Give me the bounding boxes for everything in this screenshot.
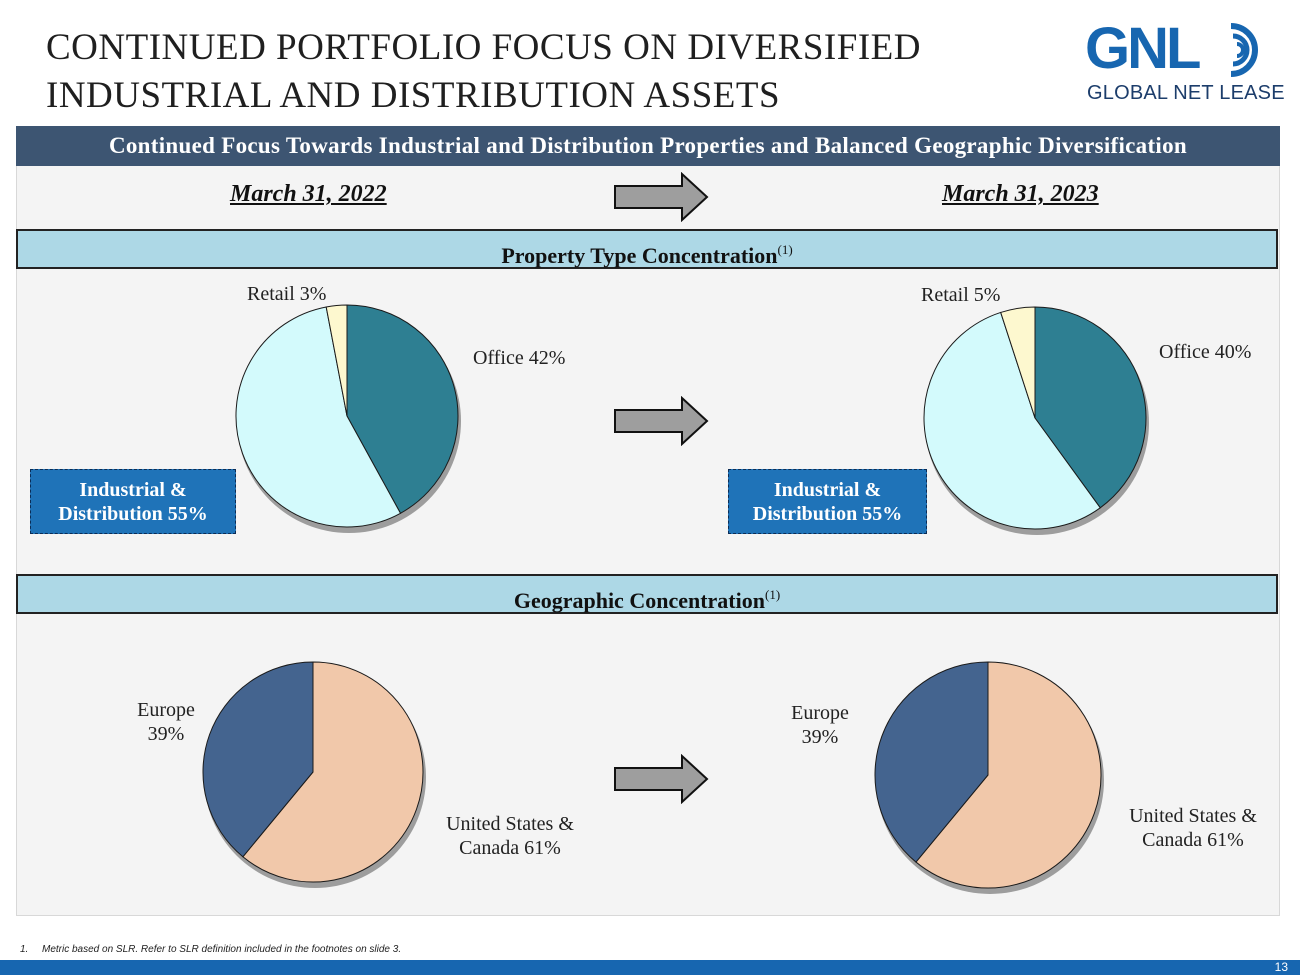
pie-slice-industrial-distribution-property-2022 [235, 306, 402, 528]
pie-slice-europe-geographic-2022 [202, 661, 314, 858]
label-us-canada-2022-line-2: Canada 61% [459, 837, 561, 859]
label-us-canada-2022: United States & Canada 61% [430, 812, 590, 860]
section-bar-property-type: Property Type Concentration(1) [16, 229, 1278, 269]
header-banner: Continued Focus Towards Industrial and D… [16, 126, 1280, 166]
label-europe-2022: Europe 39% [126, 698, 206, 746]
gnl-logo: GNL GLOBAL NET LEASE [1085, 16, 1285, 108]
pie-slice-retail-property-2022 [325, 304, 348, 417]
footnote-number: 1. [20, 944, 29, 955]
pie-slice-united-states-canada-geographic-2023 [915, 661, 1102, 889]
section-title-property-type: Property Type Concentration [501, 243, 778, 268]
page-number: 13 [1274, 960, 1288, 974]
callout-industrial-2022-line-1: Industrial & [79, 478, 187, 501]
pie-slice-europe-geographic-2023 [874, 661, 989, 863]
slide-title: CONTINUED PORTFOLIO FOCUS ON DIVERSIFIED… [46, 24, 1046, 120]
arrow-right-icon [614, 754, 709, 804]
label-europe-2022-line-2: 39% [147, 723, 185, 745]
logo-mark-text: GNL [1085, 16, 1201, 81]
label-europe-2022-line-1: Europe [137, 699, 195, 721]
footnote: 1. Metric based on SLR. Refer to SLR defi… [20, 944, 401, 955]
callout-industrial-2023-line-2: Distribution 55% [752, 502, 903, 525]
label-europe-2023-line-1: Europe [791, 702, 849, 724]
label-retail-2022: Retail 3% [247, 283, 327, 305]
footer-bar: 13 [0, 960, 1300, 975]
callout-industrial-2022-line-2: Distribution 55% [58, 502, 208, 525]
callout-industrial-2022: Industrial & Distribution 55% [30, 469, 236, 534]
pie-slice-united-states-canada-geographic-2022 [242, 661, 424, 883]
date-right: March 31, 2023 [942, 181, 1099, 207]
slide-title-line-1: CONTINUED PORTFOLIO FOCUS ON DIVERSIFIED [46, 27, 921, 68]
label-office-2023: Office 40% [1159, 341, 1252, 363]
footnote-marker: (1) [777, 242, 793, 257]
pie-slice-office-property-2023 [1034, 306, 1147, 509]
label-europe-2023-line-2: 39% [801, 726, 839, 748]
footnote-text: Metric based on SLR. Refer to SLR defini… [42, 944, 402, 955]
label-office-2022: Office 42% [473, 347, 566, 369]
label-us-canada-2023-line-2: Canada 61% [1142, 829, 1244, 851]
date-left: March 31, 2022 [230, 181, 387, 207]
logo-swirl-icon [1230, 23, 1258, 77]
label-us-canada-2023: United States & Canada 61% [1113, 804, 1273, 852]
arrow-right-icon [614, 172, 709, 222]
callout-industrial-2023: Industrial & Distribution 55% [728, 469, 927, 534]
footnote-marker: (1) [764, 587, 781, 602]
label-retail-2023: Retail 5% [921, 284, 1001, 306]
slide-title-line-2: INDUSTRIAL AND DISTRIBUTION ASSETS [46, 75, 781, 116]
logo-subtitle: GLOBAL NET LEASE [1087, 82, 1285, 104]
section-bar-geographic: Geographic Concentration(1) [16, 574, 1278, 614]
label-us-canada-2023-line-1: United States & [1129, 805, 1257, 827]
arrow-right-icon [614, 396, 709, 446]
callout-industrial-2023-line-1: Industrial & [773, 478, 882, 501]
label-europe-2023: Europe 39% [780, 701, 860, 749]
section-title-geographic: Geographic Concentration [513, 588, 765, 613]
pie-slice-industrial-distribution-property-2023 [923, 311, 1101, 530]
pie-slice-retail-property-2023 [1000, 306, 1036, 419]
pie-slice-office-property-2022 [346, 304, 459, 514]
label-us-canada-2022-line-1: United States & [446, 813, 574, 835]
